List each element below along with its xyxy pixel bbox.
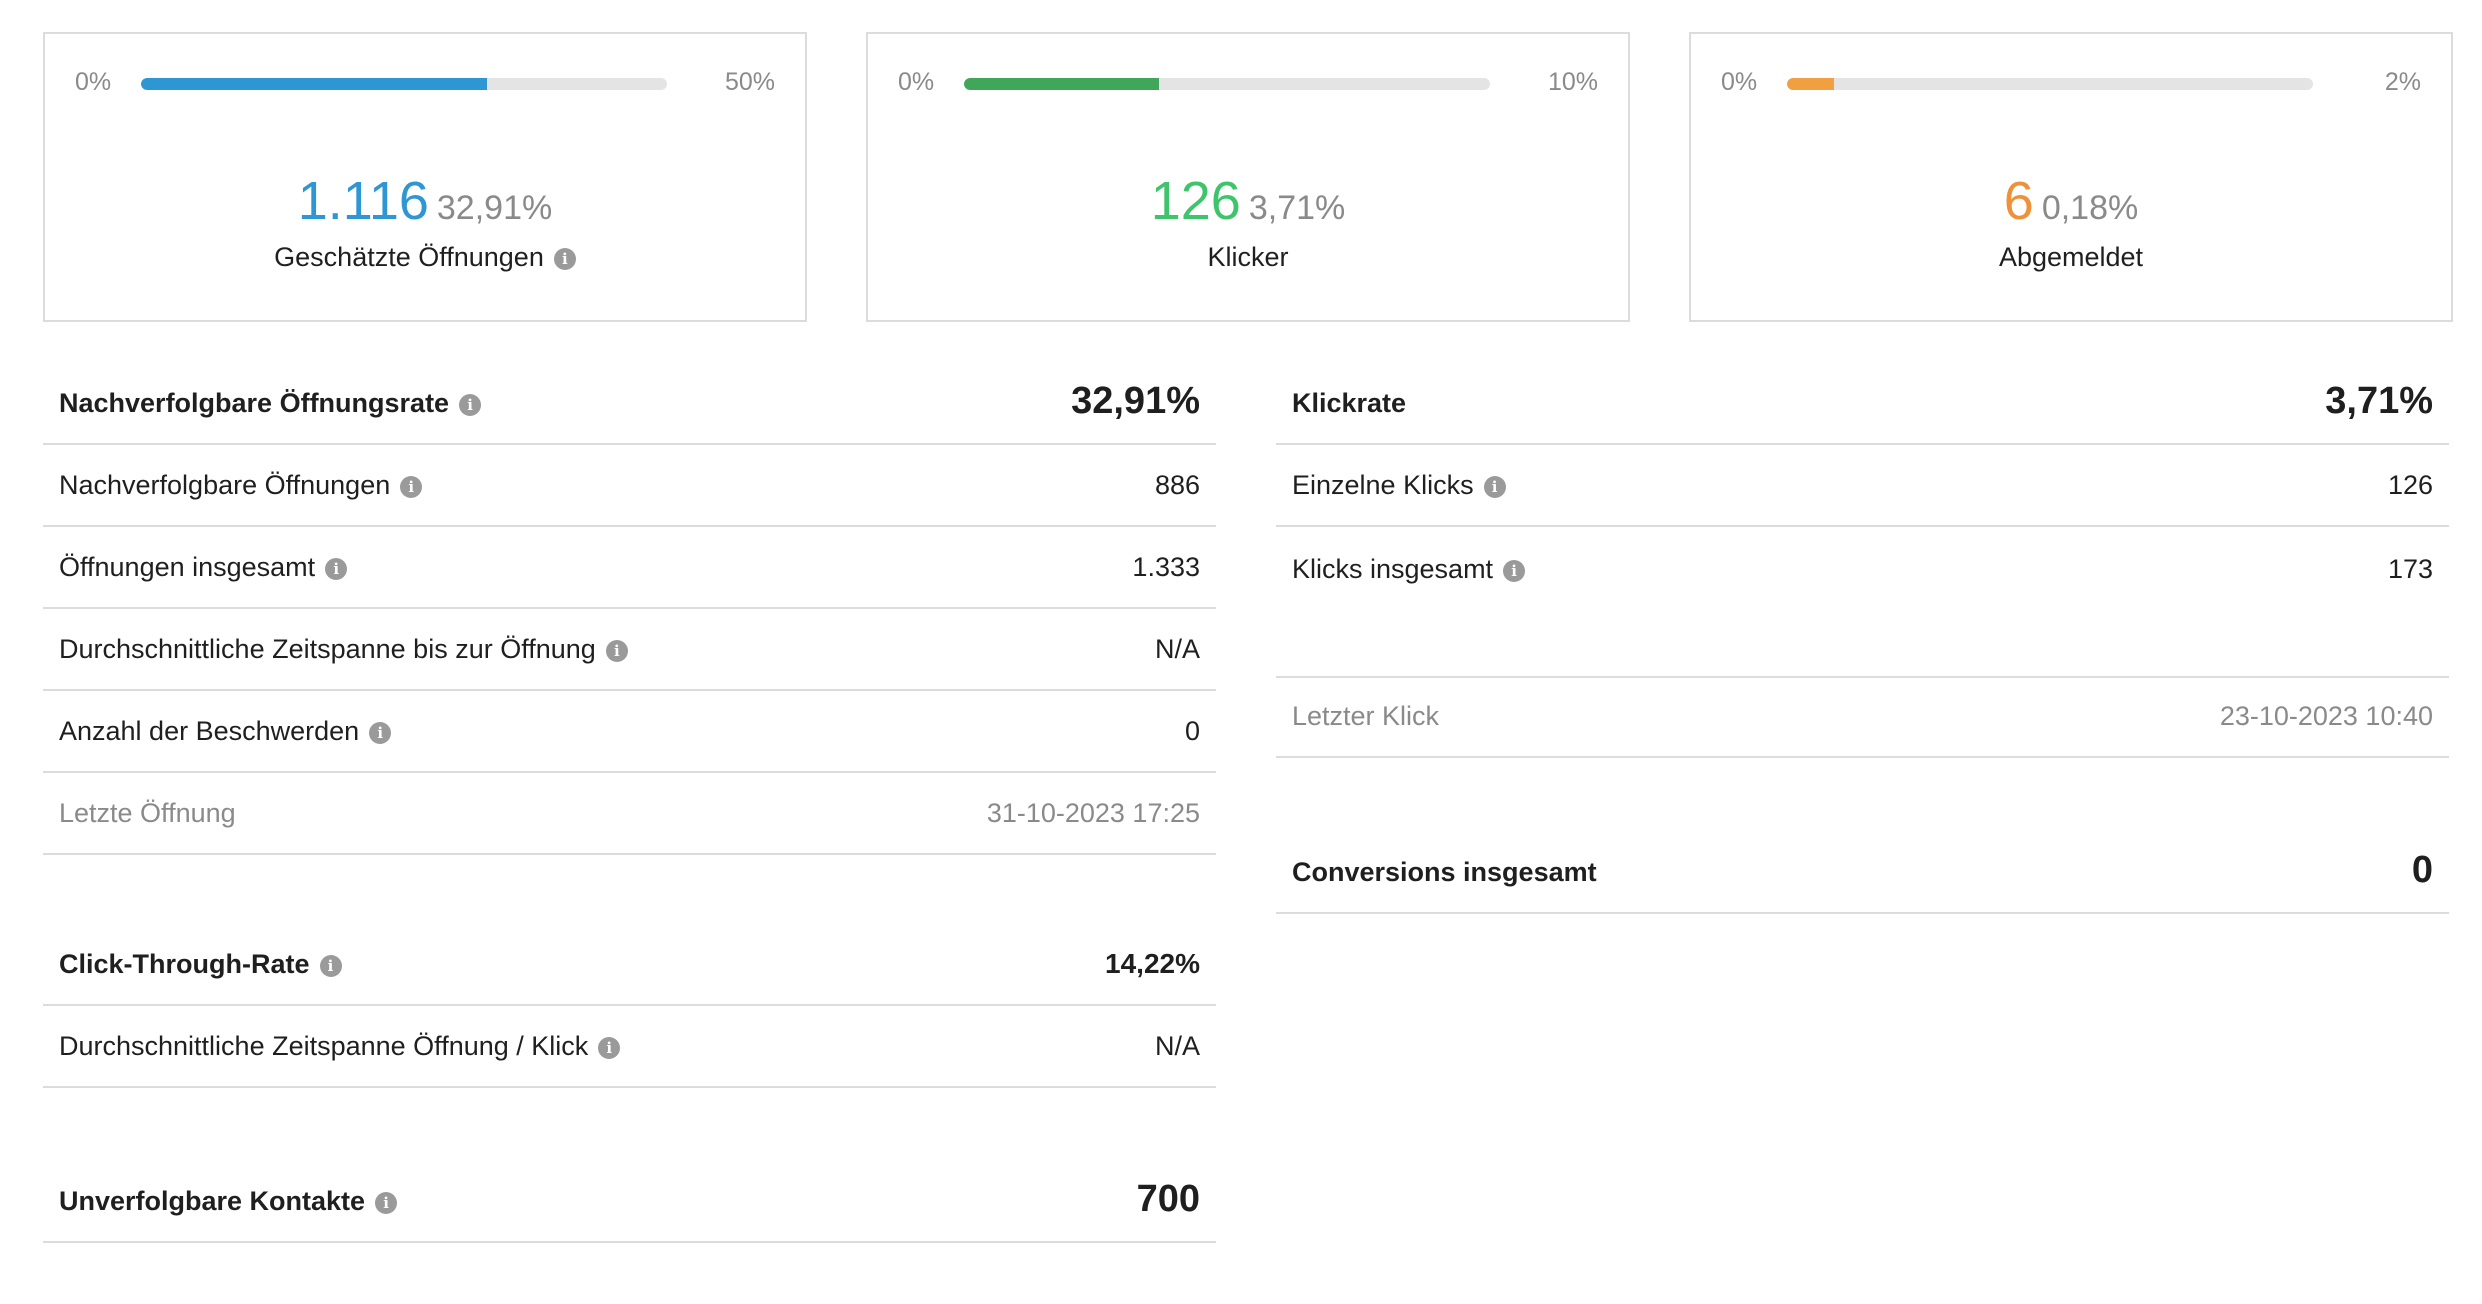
tracked-open-rate-row: Nachverfolgbare Öffnungsrate i 32,91% [43, 363, 1216, 445]
unsubscribed-count: 6 [2003, 171, 2034, 231]
untraceable-contacts-value: 700 [1136, 1178, 1200, 1220]
summary-cards: 0% 50% 1.116 32,91% Geschätzte Öffnungen i… [43, 32, 2453, 322]
progress-track [141, 78, 667, 90]
last-click-row: Letzter Klick 23-10-2023 10:40 [1276, 676, 2449, 758]
avg-time-to-open-value: N/A [1154, 634, 1200, 664]
unique-clicks-value: 126 [2387, 470, 2433, 500]
unsubscribed-card: 0% 2% 6 0,18% Abgemeldet [1689, 32, 2453, 322]
bar-max-label: 2% [2384, 68, 2421, 96]
avg-time-open-click-row: Durchschnittliche Zeitspanne Öffnung / K… [43, 1006, 1216, 1088]
avg-time-to-open-row: Durchschnittliche Zeitspanne bis zur Öff… [43, 609, 1216, 691]
progress-bar-row: 0% 50% [75, 64, 775, 104]
tracked-opens-value: 886 [1154, 470, 1200, 500]
progress-bar-row: 0% 2% [1721, 64, 2421, 104]
bar-min-label: 0% [75, 68, 112, 96]
last-open-row: Letzte Öffnung 31-10-2023 17:25 [43, 773, 1216, 855]
bar-min-label: 0% [1721, 68, 1758, 96]
total-opens-row: Öffnungen insgesamt i 1.333 [43, 527, 1216, 609]
complaints-value: 0 [1184, 716, 1200, 746]
avg-time-open-click-label: Durchschnittliche Zeitspanne Öffnung / K… [59, 1031, 589, 1061]
info-icon[interactable]: i [1503, 560, 1526, 582]
unique-clicks-row: Einzelne Klicks i 126 [1276, 445, 2449, 527]
total-clicks-label: Klicks insgesamt [1292, 554, 1494, 584]
clickers-count: 126 [1150, 171, 1241, 231]
estimated-opens-percent: 32,91% [436, 189, 553, 227]
click-rate-value: 3,71% [2325, 380, 2433, 422]
complaints-label: Anzahl der Beschwerden [59, 716, 360, 746]
info-icon[interactable]: i [319, 955, 342, 977]
info-icon[interactable]: i [553, 248, 576, 270]
progress-bar-row: 0% 10% [898, 64, 1598, 104]
untraceable-contacts-row: Unverfolgbare Kontakte i 700 [43, 1161, 1216, 1243]
tracked-open-rate-value: 32,91% [1071, 380, 1200, 422]
last-open-label: Letzte Öffnung [59, 798, 236, 828]
total-clicks-row: Klicks insgesamt i 173 [1276, 527, 2449, 609]
info-icon[interactable]: i [375, 1192, 398, 1214]
progress-track [964, 78, 1490, 90]
bar-max-label: 10% [1547, 68, 1598, 96]
progress-fill [964, 78, 1160, 90]
avg-time-open-click-value: N/A [1154, 1031, 1200, 1061]
info-icon[interactable]: i [325, 558, 348, 580]
click-through-rate-label: Click-Through-Rate [59, 949, 310, 979]
bar-max-label: 50% [724, 68, 775, 96]
tracked-open-rate-label: Nachverfolgbare Öffnungsrate [59, 388, 450, 418]
progress-fill [141, 78, 488, 90]
last-open-value: 31-10-2023 17:25 [986, 798, 1200, 828]
last-click-value: 23-10-2023 10:40 [2219, 701, 2433, 731]
estimated-opens-card: 0% 50% 1.116 32,91% Geschätzte Öffnungen i [43, 32, 807, 322]
avg-time-to-open-label: Durchschnittliche Zeitspanne bis zur Öff… [59, 634, 596, 664]
unsubscribed-label: Abgemeldet [1998, 242, 2144, 272]
complaints-row: Anzahl der Beschwerden i 0 [43, 691, 1216, 773]
tracked-opens-row: Nachverfolgbare Öffnungen i 886 [43, 445, 1216, 527]
unique-clicks-label: Einzelne Klicks [1292, 470, 1474, 500]
total-conversions-row: Conversions insgesamt 0 [1276, 832, 2449, 914]
info-icon[interactable]: i [459, 394, 482, 416]
progress-track [1787, 78, 2313, 90]
click-through-rate-value: 14,22% [1105, 948, 1200, 979]
info-icon[interactable]: i [400, 476, 423, 498]
clickers-percent: 3,71% [1248, 189, 1346, 227]
info-icon[interactable]: i [605, 640, 628, 662]
total-conversions-value: 0 [2411, 849, 2433, 891]
estimated-opens-count: 1.116 [297, 171, 429, 231]
click-rate-row: Klickrate 3,71% [1276, 363, 2449, 445]
info-icon[interactable]: i [598, 1037, 621, 1059]
unsubscribed-percent: 0,18% [2041, 189, 2139, 227]
tracked-opens-label: Nachverfolgbare Öffnungen [59, 470, 391, 500]
click-through-rate-row: Click-Through-Rate i 14,22% [43, 924, 1216, 1006]
total-opens-label: Öffnungen insgesamt [59, 552, 316, 582]
untraceable-contacts-label: Unverfolgbare Kontakte [59, 1186, 366, 1216]
info-icon[interactable]: i [369, 722, 392, 744]
total-conversions-label: Conversions insgesamt [1292, 857, 1597, 887]
total-opens-value: 1.333 [1132, 552, 1200, 582]
estimated-opens-label: Geschätzte Öffnungen [274, 242, 544, 272]
click-rate-label: Klickrate [1292, 388, 1407, 418]
clickers-card: 0% 10% 126 3,71% Klicker [866, 32, 1630, 322]
info-icon[interactable]: i [1483, 476, 1506, 498]
bar-min-label: 0% [898, 68, 935, 96]
progress-fill [1787, 78, 1835, 90]
last-click-label: Letzter Klick [1292, 701, 1440, 731]
total-clicks-value: 173 [2387, 554, 2433, 584]
clickers-label: Klicker [1207, 242, 1289, 272]
